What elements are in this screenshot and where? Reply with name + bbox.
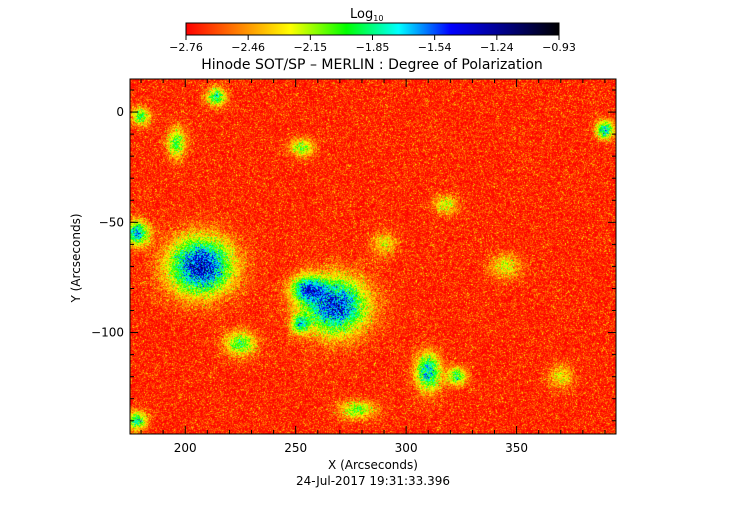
- colorbar-tick-label: −0.93: [542, 41, 576, 54]
- timestamp: 24-Jul-2017 19:31:33.396: [296, 474, 450, 488]
- x-tick-label: 250: [284, 441, 307, 455]
- colorbar-label: Log10: [350, 7, 383, 23]
- y-tick-label: 0: [116, 105, 124, 119]
- colorbar-tick-label: −1.24: [480, 41, 514, 54]
- y-axis: 0 −50 −100: [91, 89, 616, 422]
- chart-title: Hinode SOT/SP – MERLIN : Degree of Polar…: [201, 57, 543, 73]
- colorbar-tick-label: −2.15: [293, 41, 327, 54]
- plot-frame: [129, 78, 617, 435]
- colorbar-tick-label: −2.46: [231, 41, 265, 54]
- x-axis: 200 250 300 350: [140, 79, 606, 455]
- colorbar-tick-label: −1.85: [356, 41, 390, 54]
- y-tick-label: −100: [91, 326, 124, 340]
- heatmap-area: [130, 79, 616, 434]
- x-tick-label: 350: [505, 441, 528, 455]
- colorbar: [185, 22, 560, 36]
- colorbar-tick-label: −1.54: [418, 41, 452, 54]
- y-tick-label: −50: [99, 215, 124, 229]
- x-axis-label: X (Arcseconds): [328, 458, 418, 472]
- colorbar-tick-label: −2.76: [169, 41, 203, 54]
- colorbar-ticks: −2.76 −2.46 −2.15 −1.85 −1.54 −1.24 −0.93: [169, 35, 576, 54]
- x-tick-label: 300: [395, 441, 418, 455]
- x-tick-label: 200: [174, 441, 197, 455]
- y-axis-label: Y (Arcseconds): [69, 213, 83, 303]
